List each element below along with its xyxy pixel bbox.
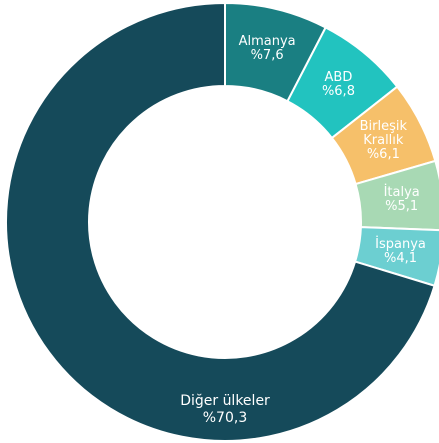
value-label: %6,1 [366,146,400,162]
category-label: ABD [324,69,353,85]
category-label: Diğer ülkeler [180,393,270,409]
slice-label: Birleşik Krallık %6,1 [356,118,412,162]
value-label: %4,1 [384,250,418,266]
category-label: Birleşik Krallık [359,118,408,148]
value-label: %70,3 [202,410,248,426]
slice-label: Diğer ülkeler %70,3 [180,393,270,427]
category-label: İspanya [375,236,426,252]
category-label: İtalya [383,185,420,201]
value-label: %7,6 [250,48,284,64]
slice [5,1,436,442]
slice-label: İtalya %5,1 [384,186,420,214]
category-label: Almanya [238,34,296,50]
slice-label: ABD %6,8 [321,69,355,99]
slice-label: Almanya %7,6 [239,35,296,63]
value-label: %6,8 [321,83,355,99]
slice-label: İspanya %4,1 [375,236,426,266]
value-label: %5,1 [385,199,419,215]
